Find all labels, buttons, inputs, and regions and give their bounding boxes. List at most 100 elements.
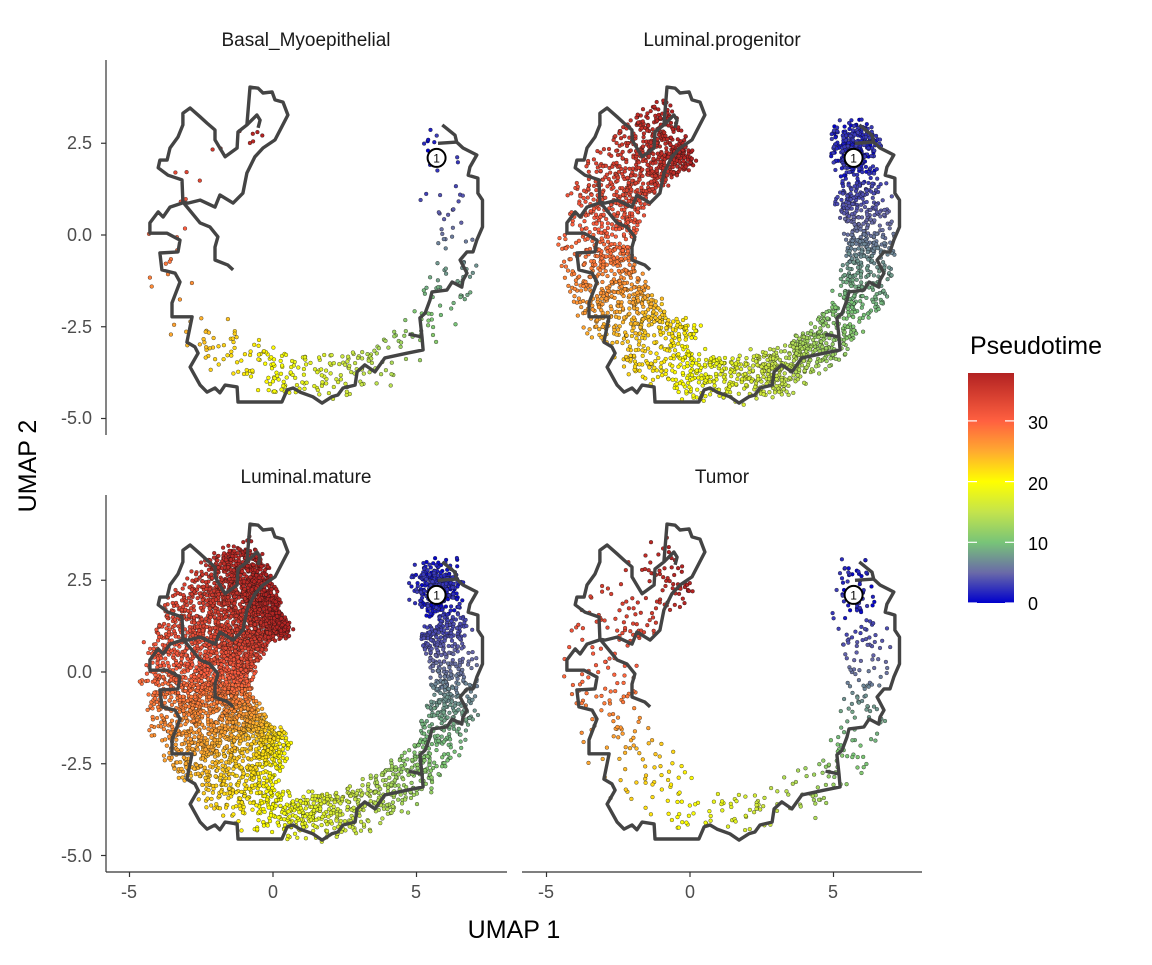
cell-point xyxy=(373,789,378,795)
cell-point xyxy=(209,796,214,801)
cell-point xyxy=(633,173,638,178)
cell-point xyxy=(801,334,806,340)
cell-point xyxy=(655,374,660,380)
cell-point xyxy=(209,803,214,808)
cell-point xyxy=(627,166,632,171)
cell-point xyxy=(831,338,836,343)
cell-point xyxy=(615,263,620,268)
cell-point xyxy=(844,237,849,242)
cell-point xyxy=(621,192,626,197)
cell-point xyxy=(881,288,886,293)
cell-point xyxy=(849,337,854,342)
cell-point xyxy=(787,352,792,357)
cell-point xyxy=(779,378,784,383)
cell-point xyxy=(563,237,568,242)
cell-point xyxy=(302,355,307,360)
cell-point xyxy=(663,336,668,341)
cell-point xyxy=(817,329,822,335)
cell-point xyxy=(463,239,468,244)
cell-point xyxy=(452,703,457,708)
cell-point xyxy=(859,305,864,310)
cell-point xyxy=(624,188,629,193)
cell-point xyxy=(231,812,236,817)
cell-point xyxy=(645,361,650,366)
cell-point xyxy=(434,742,439,747)
cell-point xyxy=(453,661,458,666)
cell-point xyxy=(848,197,853,202)
cell-point xyxy=(407,597,412,602)
cell-point xyxy=(292,831,298,836)
cell-point xyxy=(455,160,460,165)
cell-point xyxy=(435,686,440,691)
cell-point xyxy=(831,144,836,149)
cell-point xyxy=(576,296,581,301)
cell-point xyxy=(392,329,397,334)
cell-point xyxy=(280,363,285,368)
cell-point xyxy=(386,345,391,350)
cell-point xyxy=(582,262,587,267)
cell-point xyxy=(670,363,675,368)
trajectory-line xyxy=(181,200,235,272)
cell-point xyxy=(800,341,805,346)
cell-point xyxy=(463,728,468,733)
cell-point xyxy=(438,303,443,308)
cell-point xyxy=(331,361,336,366)
cell-point xyxy=(392,334,397,339)
cell-point xyxy=(597,163,603,168)
cell-point xyxy=(676,352,681,357)
cell-point xyxy=(593,212,599,217)
cell-point xyxy=(637,339,642,344)
cell-point xyxy=(422,731,427,736)
cell-point xyxy=(206,330,211,335)
cell-point xyxy=(851,328,856,333)
cell-point xyxy=(454,597,460,602)
cell-point xyxy=(648,109,653,114)
cell-point xyxy=(863,164,868,169)
cell-point xyxy=(666,318,671,323)
cell-point xyxy=(641,343,646,348)
cell-point xyxy=(562,275,567,280)
cell-point xyxy=(415,589,420,594)
cell-point xyxy=(614,160,619,165)
cell-point xyxy=(251,139,256,144)
cell-point xyxy=(303,806,308,811)
cell-point xyxy=(234,764,239,769)
cell-point xyxy=(692,323,697,328)
cell-point xyxy=(671,170,676,175)
cell-point xyxy=(277,731,282,736)
cell-point xyxy=(591,206,597,211)
cell-point xyxy=(867,171,872,176)
cell-point xyxy=(656,132,662,137)
cell-point xyxy=(403,356,409,362)
cell-point xyxy=(617,245,622,250)
cell-point xyxy=(436,772,441,777)
cell-point xyxy=(266,805,271,810)
cell-point xyxy=(444,581,449,586)
cell-point xyxy=(703,394,708,399)
cell-point xyxy=(591,157,596,162)
cell-point xyxy=(814,364,819,369)
cell-point xyxy=(470,697,475,702)
cell-point xyxy=(449,638,455,643)
cell-point xyxy=(389,360,394,365)
cell-point xyxy=(598,268,603,273)
cell-point xyxy=(870,253,875,259)
trajectory-line xyxy=(245,113,262,129)
cell-point xyxy=(197,342,202,347)
cell-point xyxy=(802,380,807,385)
cell-point xyxy=(625,175,630,180)
cell-point xyxy=(318,806,323,811)
cell-point xyxy=(744,382,749,388)
cell-point xyxy=(467,682,472,687)
cell-point xyxy=(450,685,455,690)
cell-point xyxy=(402,750,407,755)
cell-point xyxy=(871,234,876,239)
cell-point xyxy=(203,355,208,360)
cell-point xyxy=(674,316,679,321)
cell-point xyxy=(466,662,471,667)
cell-point xyxy=(597,332,602,337)
cell-point xyxy=(640,353,645,358)
cell-point xyxy=(876,307,881,312)
cell-point xyxy=(630,211,635,216)
cell-point xyxy=(447,676,452,681)
